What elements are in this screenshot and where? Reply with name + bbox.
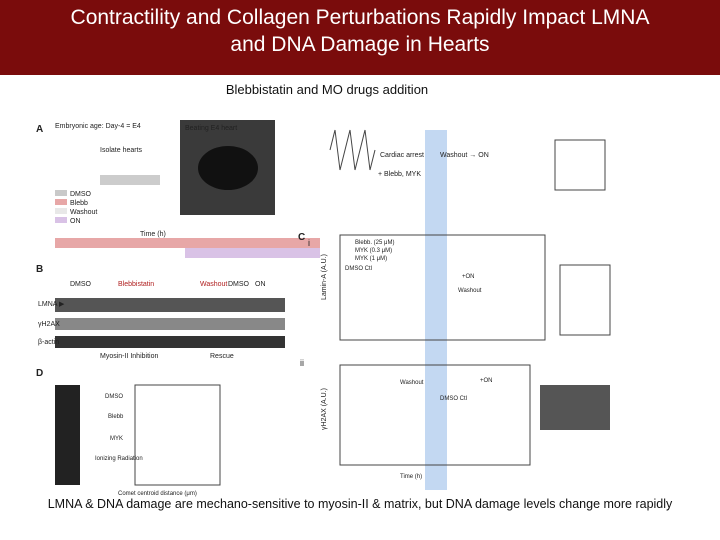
figure-label: Time (h) [140,231,166,238]
figure-label: DMSO Ctl [440,396,467,402]
panel-label: ii [300,358,304,368]
panel-label: C [298,232,305,243]
figure-label: Myosin-II Inhibition [100,353,158,360]
panel-label: B [36,264,43,275]
title-line: and DNA Damage in Hearts [230,33,489,56]
legend-entry: Blebb. (25 μM) [355,240,394,246]
figure-label: Blebbistatin [118,281,154,288]
beat-trace [329,129,376,171]
legend-swatch [55,190,67,196]
figure-label: Rescue [210,353,234,360]
figure-label: ON [255,281,266,288]
comet-image [55,385,80,485]
blot [55,336,285,348]
panel-label: D [36,368,43,379]
figure-label: Washout [458,288,482,294]
figure-label: Washout → ON [440,152,489,159]
figure-label: Comet centroid distance (μm) [118,491,197,497]
legend-swatch [55,208,67,214]
figure-label: Beating E4 heart [185,125,237,132]
blot [55,298,285,312]
timeline [185,248,320,258]
figure-label: DMSO Ctl [345,266,372,272]
panel-label: i [308,238,310,248]
title-line: Contractility and Collagen Perturbations… [71,6,650,29]
figure-label: ON [70,218,81,225]
blot [55,318,285,330]
figure-label: Washout [400,380,424,386]
figure-label: LMNA ▶ [38,301,65,308]
figure-label: Blebb [108,414,124,420]
figure-label: DMSO [70,281,92,288]
figure-label: Ionizing Radiation [95,456,143,462]
plot-frame [134,384,221,486]
plot-frame [339,364,531,466]
timeline [55,238,320,248]
heart [198,146,258,190]
figure-label: Cardiac arrest [380,152,424,159]
figure-label: γH2AX [38,321,60,328]
figure: A Embryonic age: Day-4 = E4 Isolate hearts… [36,120,611,497]
legend-entry: MYK (0.3 μM) [355,248,392,254]
figure-label: Washout [200,281,227,288]
figure-label: Time (h) [400,474,422,480]
figure-label: DMSO [105,394,123,400]
figure-label: Washout [70,209,97,216]
figure-label: Embryonic age: Day-4 = E4 [55,123,141,130]
blot [540,385,610,430]
figure-label: + Blebb, MYK [378,171,421,178]
legend-entry: MYK (1 μM) [355,256,387,262]
figure-label: MYK [110,436,123,442]
dish [100,175,160,185]
figure-label: Isolate hearts [100,147,143,154]
figure-label: +ON [462,274,475,280]
panel-label: A [36,124,43,135]
plot-frame [339,234,546,341]
figure-label: DMSO [70,191,92,198]
figure-label: Blebb [70,200,88,207]
figure-label: +ON [480,378,493,384]
title-bar [0,0,720,75]
washout-band [425,130,447,490]
figure-label: DMSO [228,281,250,288]
legend-swatch [55,199,67,205]
legend-swatch [55,217,67,223]
figure-label: γH2AX (A.U.) [321,388,328,430]
caption: LMNA & DNA damage are mechano-sensitive … [48,497,673,511]
figure-label: Lamin-A (A.U.) [321,254,328,300]
figure-label: β-actin [38,339,59,346]
plot-frame [554,139,606,191]
subtitle: Blebbistatin and MO drugs addition [226,82,428,97]
plot-frame [559,264,611,336]
